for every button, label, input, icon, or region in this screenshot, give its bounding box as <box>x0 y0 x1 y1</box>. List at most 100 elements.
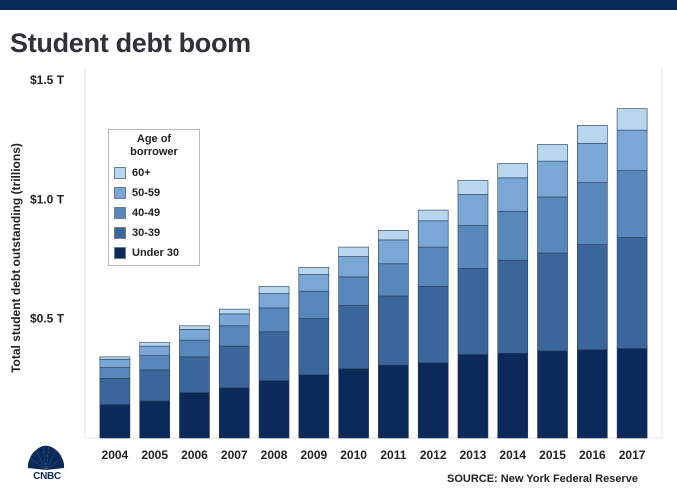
bar-segment-30-39 <box>258 331 290 382</box>
bar-segment-60- <box>139 342 170 347</box>
bar-segment-40-49 <box>417 246 449 287</box>
bar-segment-50-59 <box>298 274 330 292</box>
bar-segment-50-59 <box>417 220 449 248</box>
bar-segment-60- <box>457 179 489 195</box>
bar-segment-under-30 <box>218 387 250 439</box>
bar-segment-50-59 <box>99 358 131 368</box>
legend-label: Under 30 <box>132 247 180 259</box>
bar-segment-60- <box>417 209 449 222</box>
bar-segment-60- <box>179 325 210 330</box>
bar-segment-40-49 <box>298 290 330 319</box>
bar-segment-60- <box>378 230 409 241</box>
x-tick-label: 2006 <box>181 448 208 462</box>
legend-swatch <box>114 227 126 239</box>
bar-segment-30-39 <box>179 356 210 393</box>
bar-segment-30-39 <box>218 345 250 389</box>
cnbc-wordmark: CNBC <box>33 471 61 482</box>
bar-segment-30-39 <box>298 318 330 376</box>
legend-label: 60+ <box>132 167 151 179</box>
bar-segment-30-39 <box>616 237 648 349</box>
x-tick-label: 2004 <box>102 448 129 462</box>
x-tick-label: 2005 <box>141 448 168 462</box>
legend-swatch <box>114 247 126 259</box>
bar-segment-50-59 <box>258 293 290 309</box>
legend-label: 50-59 <box>132 187 161 199</box>
x-tick-label: 2014 <box>499 448 526 462</box>
legend-title: Age of borrower <box>130 133 178 158</box>
bar-segment-under-30 <box>378 364 409 439</box>
bar-segment-60- <box>616 108 648 131</box>
bar-segment-30-39 <box>338 305 369 370</box>
bar-segment-60- <box>497 163 529 179</box>
legend-item: 60+ <box>114 163 199 183</box>
bar-segment-under-30 <box>537 350 568 439</box>
x-tick-label: 2008 <box>261 448 288 462</box>
bar-segment-40-49 <box>179 339 210 358</box>
bar-segment-40-49 <box>218 325 250 347</box>
bar-segment-40-49 <box>99 367 131 379</box>
legend-label: 30-39 <box>132 227 161 239</box>
bar-segment-40-49 <box>577 182 608 245</box>
y-tick-label: $1.0 T <box>30 192 65 206</box>
bar-segment-30-39 <box>417 286 449 364</box>
bar-segment-40-49 <box>258 307 290 333</box>
bar-segment-under-30 <box>298 374 330 439</box>
bar-segment-30-39 <box>139 369 170 402</box>
bar-segment-60- <box>577 125 608 144</box>
bar-segment-under-30 <box>417 362 449 439</box>
bar-segment-30-39 <box>99 378 131 405</box>
source-note: SOURCE: New York Federal Reserve <box>447 473 638 485</box>
bar-segment-60- <box>537 144 568 162</box>
bar-segment-under-30 <box>616 348 648 439</box>
legend-swatch <box>114 207 126 219</box>
legend-swatch <box>114 187 126 199</box>
legend-label: 40-49 <box>132 207 161 219</box>
bar-segment-60- <box>338 246 369 257</box>
legend-item: 50-59 <box>114 183 199 203</box>
x-tick-label: 2011 <box>380 448 406 462</box>
bar-segment-under-30 <box>338 368 369 439</box>
y-tick-label: $0.5 T <box>30 312 65 326</box>
x-tick-label: 2009 <box>300 448 327 462</box>
bar-segment-40-49 <box>537 196 568 254</box>
bar-segment-under-30 <box>179 392 210 439</box>
bar-segment-40-49 <box>139 355 170 371</box>
bar-segment-50-59 <box>457 194 489 226</box>
bar-segment-60- <box>298 267 330 275</box>
bar-segment-under-30 <box>139 400 170 439</box>
legend-item: 40-49 <box>114 203 199 223</box>
legend-item: Under 30 <box>114 243 199 263</box>
x-tick-label: 2013 <box>460 448 487 462</box>
bar-segment-60- <box>99 356 131 360</box>
bar-segment-50-59 <box>577 142 608 183</box>
bar-segment-60- <box>218 308 250 315</box>
legend-swatch <box>114 167 126 179</box>
chart-title: Student debt boom <box>10 28 251 58</box>
bar-segment-40-49 <box>457 225 489 269</box>
bar-segment-50-59 <box>616 129 648 171</box>
x-tick-label: 2015 <box>539 448 566 462</box>
bar-segment-50-59 <box>378 239 409 265</box>
cnbc-peacock-logo-icon <box>27 445 65 470</box>
legend: Age of borrower 60+ 50-59 40-49 30-39 Under … <box>108 129 200 266</box>
bar-segment-40-49 <box>378 263 409 297</box>
bar-segment-60- <box>258 286 290 294</box>
bar-segment-under-30 <box>258 380 290 439</box>
legend-item: 30-39 <box>114 223 199 243</box>
bar-segment-30-39 <box>457 268 489 355</box>
x-tick-label: 2007 <box>221 448 248 462</box>
bar-segment-50-59 <box>218 313 250 327</box>
bar-segment-40-49 <box>616 170 648 238</box>
bar-segment-40-49 <box>338 276 369 306</box>
x-tick-label: 2016 <box>579 448 606 462</box>
bar-segment-30-39 <box>378 295 409 366</box>
x-tick-label: 2017 <box>619 448 646 462</box>
bar-segment-under-30 <box>457 354 489 439</box>
bar-segment-30-39 <box>497 259 529 354</box>
bar-segment-50-59 <box>139 345 170 356</box>
bar-segment-30-39 <box>537 252 568 352</box>
bar-segment-50-59 <box>497 177 529 212</box>
bar-segment-under-30 <box>99 404 131 439</box>
bar-segment-under-30 <box>577 349 608 439</box>
